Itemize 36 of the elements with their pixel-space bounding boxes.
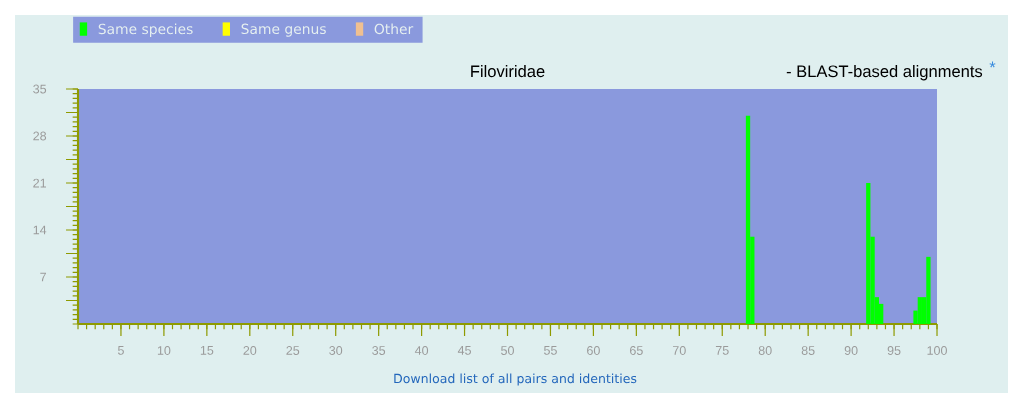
text: Download list of all pairs and identities: [394, 373, 637, 386]
x-tick-label: 85: [801, 346, 815, 355]
bar: [745, 115, 751, 324]
x-tick-label: 50: [501, 346, 514, 355]
y-tick-label: 28: [33, 131, 47, 141]
x-tick-label: 35: [372, 346, 386, 355]
bar: [866, 183, 871, 324]
bar: [926, 256, 931, 324]
x-tick-label: 100: [927, 346, 947, 355]
x-tick-label: 65: [630, 346, 643, 355]
x-tick-label: 70: [672, 346, 686, 355]
x-tick-label: 60: [587, 346, 600, 355]
y-tick-label: 35: [33, 84, 47, 94]
x-tick-label: 15: [200, 346, 214, 355]
legend-label: Same genus: [241, 23, 326, 37]
x-tick-label: 90: [844, 346, 858, 355]
x-tick-label: 25: [286, 346, 300, 355]
x-tick-label: 10: [157, 346, 171, 355]
x-tick-label: 20: [243, 346, 257, 355]
x-tick-label: 40: [414, 346, 429, 355]
text: *: [989, 61, 996, 68]
x-tick-label: 5: [117, 346, 124, 355]
y-tick-label: 21: [33, 178, 47, 188]
legend-label: Other: [374, 23, 414, 35]
chart-title: Filoviridae: [471, 65, 545, 78]
chart-subtitle: - BLAST-based alignments: [786, 65, 983, 81]
x-tick-label: 30: [329, 346, 343, 355]
x-tick-label: 55: [543, 346, 557, 355]
bar: [917, 297, 922, 324]
x-tick-label: 95: [887, 346, 901, 355]
legend-label: Same species: [98, 23, 193, 37]
x-tick-label: 75: [715, 346, 729, 355]
x-tick-label: 45: [457, 346, 471, 355]
y-tick-label: 14: [33, 225, 47, 235]
y-tick-label: 7: [40, 272, 46, 282]
x-tick-label: 80: [758, 346, 772, 355]
